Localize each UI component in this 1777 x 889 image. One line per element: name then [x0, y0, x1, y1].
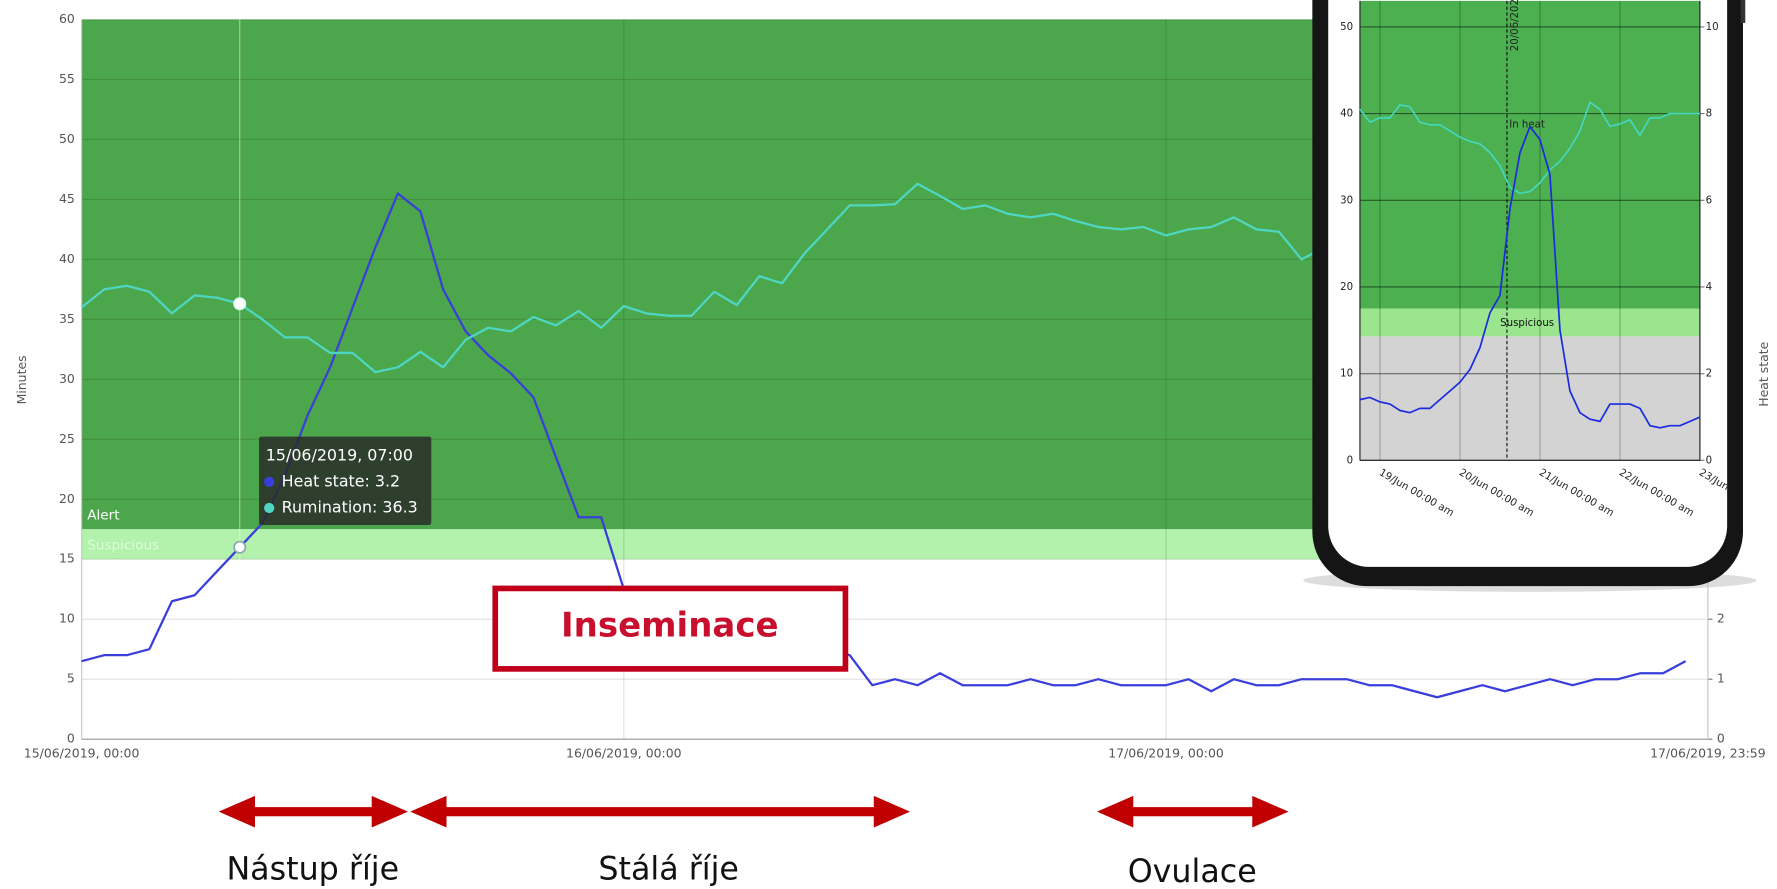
- y2-tick-label: 0: [1706, 455, 1712, 466]
- band-label: Alert: [87, 508, 119, 524]
- y-tick-label: 40: [59, 251, 75, 266]
- y-tick-label: 50: [1340, 22, 1353, 33]
- y2-tick-label: 0: [1717, 731, 1725, 746]
- y-tick-label: 45: [59, 191, 75, 206]
- marker-label: 20/06/202: [1510, 0, 1521, 51]
- y-tick-label: 50: [59, 131, 75, 146]
- tooltip-title: 15/06/2019, 07:00: [266, 445, 413, 464]
- y-tick-label: 5: [67, 671, 75, 686]
- band-label: Suspicious: [87, 538, 159, 554]
- y-tick-label: 10: [59, 611, 75, 626]
- y2-tick-label: 1: [1717, 671, 1725, 686]
- y-tick-label: 30: [59, 371, 75, 386]
- y-tick-label: 25: [59, 431, 75, 446]
- annotation: In heat: [1509, 119, 1545, 130]
- y2-tick-label: 4: [1706, 282, 1712, 293]
- y-tick-label: 10: [1340, 369, 1353, 380]
- x-tick-label: 16/06/2019, 00:00: [566, 745, 682, 760]
- phase-label: Stálá říje: [598, 852, 739, 888]
- tooltip-bullet: [264, 477, 274, 487]
- phase-label: Nástup říje: [226, 852, 399, 888]
- page: AlertSuspicious0510152025303540455055600…: [0, 0, 1777, 889]
- tooltip-line: Heat state: 3.2: [282, 471, 400, 490]
- x-tick-label: 15/06/2019, 00:00: [24, 745, 140, 760]
- y-tick-label: 0: [67, 731, 75, 746]
- y-axis-title: Minutes: [14, 355, 29, 404]
- band: [1360, 1, 1700, 309]
- y-tick-label: 40: [1340, 109, 1353, 120]
- y2-axis-title: Heat state: [1756, 342, 1771, 407]
- y2-tick-label: 2: [1706, 369, 1712, 380]
- y-tick-label: 60: [59, 11, 75, 26]
- y-tick-label: 30: [1340, 195, 1353, 206]
- y-tick-label: 20: [1340, 282, 1353, 293]
- tooltip-bullet: [264, 503, 274, 513]
- hover-point: [234, 298, 245, 309]
- x-tick-label: 17/06/2019, 00:00: [1108, 745, 1224, 760]
- y2-tick-label: 8: [1706, 109, 1712, 120]
- y2-tick-label: 6: [1706, 195, 1712, 206]
- band-label: Suspicious: [1500, 318, 1554, 329]
- y2-tick-label: 2: [1717, 611, 1725, 626]
- band: [1360, 336, 1700, 460]
- x-tick-label: 17/06/2019, 23:59: [1650, 745, 1766, 760]
- y-tick-label: 15: [59, 551, 75, 566]
- y-tick-label: 0: [1347, 455, 1353, 466]
- y-tick-label: 20: [59, 491, 75, 506]
- y2-tick-label: 10: [1706, 22, 1719, 33]
- y-tick-label: 35: [59, 311, 75, 326]
- hover-point: [234, 542, 245, 553]
- tooltip-line: Rumination: 36.3: [282, 497, 418, 516]
- callout: Inseminace: [495, 588, 845, 668]
- y-tick-label: 55: [59, 71, 75, 86]
- phone-button: [1741, 0, 1746, 23]
- callout-text: Inseminace: [561, 605, 778, 645]
- phase-label: Ovulace: [1128, 854, 1257, 889]
